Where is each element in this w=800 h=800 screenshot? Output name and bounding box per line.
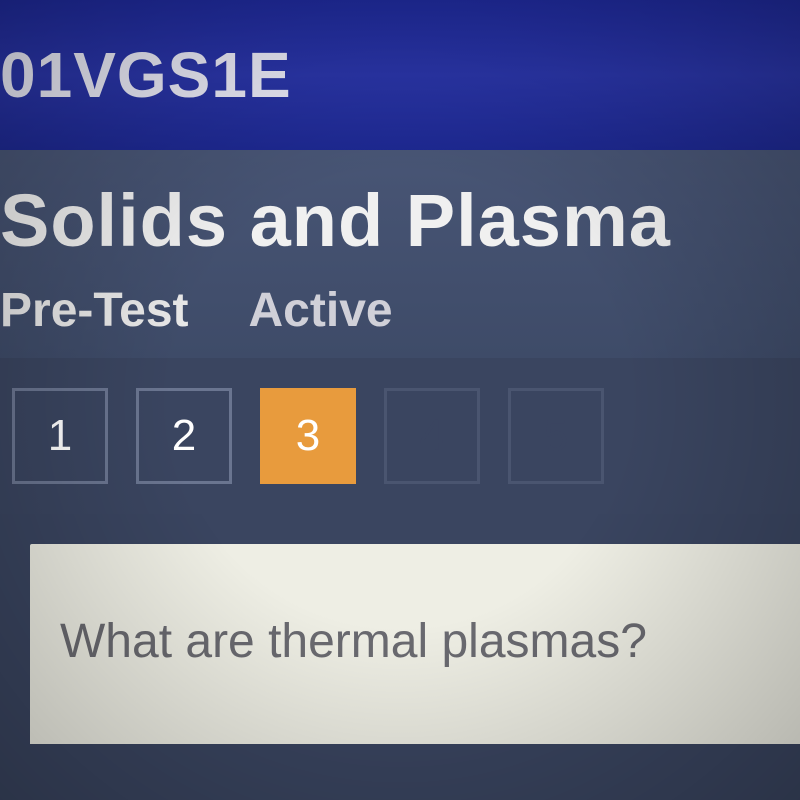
lesson-title: Solids and Plasma <box>0 178 800 263</box>
question-panel: What are thermal plasmas? <box>30 544 800 744</box>
question-nav-5[interactable]: 5 <box>508 388 604 484</box>
question-nav-1[interactable]: 1 <box>12 388 108 484</box>
status-label: Active <box>249 283 393 338</box>
question-nav-2[interactable]: 2 <box>136 388 232 484</box>
title-bar: 01VGS1E <box>0 0 800 150</box>
subtitle-row: Pre-Test Active <box>0 283 800 338</box>
question-nav-4[interactable]: 4 <box>384 388 480 484</box>
question-nav-3[interactable]: 3 <box>260 388 356 484</box>
test-type-label: Pre-Test <box>0 283 189 338</box>
course-code: 01VGS1E <box>0 38 292 112</box>
lesson-header: Solids and Plasma Pre-Test Active <box>0 150 800 358</box>
question-text: What are thermal plasmas? <box>60 614 800 669</box>
question-nav: 1 2 3 4 5 <box>0 358 800 514</box>
